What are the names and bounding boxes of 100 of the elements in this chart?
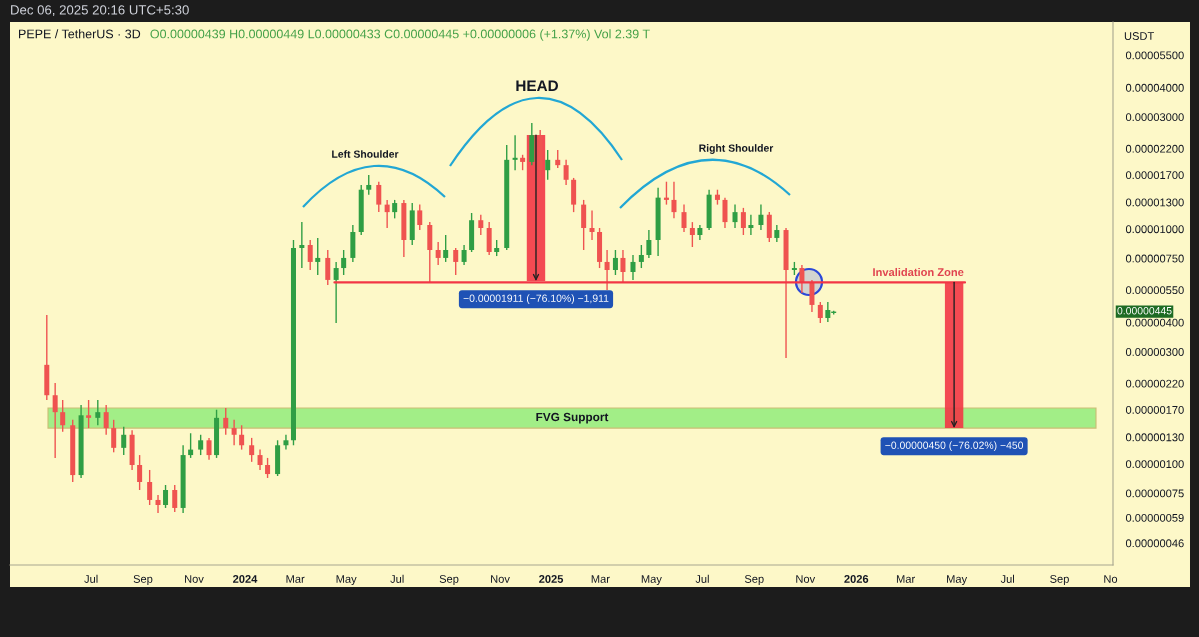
candlestick (512, 134, 518, 171)
candlestick (111, 419, 117, 453)
candlestick (299, 221, 305, 269)
x-tick-label: No (1104, 575, 1118, 583)
candlestick (231, 419, 237, 446)
candlestick (103, 404, 109, 436)
candlestick (671, 181, 677, 220)
candlestick (638, 244, 644, 269)
candlestick (766, 211, 772, 243)
text: 0.00000445 (1117, 307, 1172, 315)
candlestick (283, 434, 289, 451)
annotation: Invalidation Zone (873, 267, 964, 277)
candlestick (545, 149, 551, 181)
candlestick (52, 382, 58, 459)
x-tick-label: Sep (1050, 575, 1069, 586)
x-tick-label: Mar (286, 575, 305, 583)
y-tick-label: 0.00002200 (1125, 144, 1184, 153)
y-tick-label: 0.00001700 (1125, 171, 1184, 180)
y-tick-label: 0.00005500 (1125, 51, 1184, 60)
candlestick (817, 301, 823, 324)
data-label: −0.00000450 (−76.02%) −450 (885, 441, 1024, 451)
candlestick (435, 241, 441, 266)
x-tick-label: Sep (133, 575, 153, 586)
candlestick (86, 399, 92, 429)
candlestick (461, 244, 467, 266)
candlestick (799, 264, 805, 294)
x-tick-label: Jul (84, 574, 98, 583)
band-label: FVG Support (536, 412, 609, 424)
candlestick (188, 432, 194, 459)
candlestick (307, 239, 313, 271)
candlestick (163, 484, 169, 509)
candlestick (758, 203, 764, 231)
text: O0.00000439 H0.00000449 L0.00000433 C0.00000445 +0.00000006 (+1.37%) Vol 2.39 T (150, 29, 650, 41)
candlestick (325, 249, 331, 286)
y-tick-label: 0.00003000 (1125, 113, 1184, 122)
x-tick-label: Nov (796, 575, 816, 583)
candlestick (198, 434, 204, 456)
candlestick (155, 494, 161, 514)
x-tick-label: Nov (491, 575, 510, 583)
x-tick-label: Jul (390, 574, 404, 583)
x-tick-label: 2025 (539, 575, 564, 583)
candlestick (740, 207, 746, 236)
candlestick (722, 196, 728, 229)
candlestick (563, 159, 569, 186)
candlestick (265, 457, 271, 479)
x-tick-label: Sep (439, 575, 459, 586)
candlestick (384, 199, 390, 229)
candlestick (206, 437, 212, 461)
candlestick (172, 484, 178, 513)
candlestick (121, 425, 127, 456)
candlestick (392, 199, 398, 220)
y-tick-label: 0.00000170 (1125, 406, 1184, 414)
candlestick (453, 247, 459, 276)
candlestick (646, 229, 652, 259)
y-tick-label: 0.00001000 (1125, 225, 1184, 234)
candlestick (417, 203, 423, 231)
y-tick-label: 0.00000075 (1125, 489, 1184, 498)
y-axis-title: USDT (1124, 32, 1154, 40)
y-tick-label: 0.00000100 (1125, 460, 1184, 468)
candlestick (147, 469, 153, 506)
annotation: Left Shoulder (332, 150, 399, 158)
candlestick (589, 209, 595, 241)
chart-title: PEPE / TetherUS · 3D (19, 29, 141, 39)
x-tick-label: Jul (1000, 574, 1014, 583)
y-tick-label: 0.00004000 (1125, 83, 1184, 92)
candlestick (630, 254, 636, 281)
y-tick-label: 0.00000059 (1125, 513, 1184, 522)
x-tick-label: Sep (744, 575, 764, 586)
x-tick-label: Nov (185, 575, 204, 583)
candlestick (581, 199, 587, 251)
x-tick-label: May (641, 575, 662, 586)
y-tick-label: 0.00000300 (1125, 348, 1184, 356)
candlestick (341, 249, 347, 276)
y-tick-label: 0.00000130 (1125, 433, 1184, 442)
y-tick-label: 0.00000220 (1125, 379, 1184, 388)
candlestick (315, 237, 321, 276)
candlestick (443, 234, 449, 263)
y-tick-label: 0.00001300 (1125, 198, 1184, 207)
annotation: Right Shoulder (699, 144, 774, 154)
y-tick-label: 0.00000046 (1125, 539, 1184, 548)
candlestick (732, 203, 738, 229)
candlestick (95, 399, 101, 426)
x-tick-label: May (947, 575, 968, 586)
candlestick (257, 448, 263, 471)
y-tick-label: 0.00000750 (1125, 254, 1184, 263)
candlestick (809, 279, 815, 313)
y-tick-label: 0.00000400 (1125, 318, 1184, 327)
candlestick (620, 249, 626, 283)
x-tick-label: 2026 (844, 575, 869, 583)
candlestick (249, 437, 255, 463)
y-tick-label: 0.00000550 (1125, 286, 1184, 295)
candlestick (239, 424, 245, 451)
data-label: −0.00001911 (−76.10%) −1,911 (463, 294, 609, 305)
candlestick (663, 181, 669, 206)
candlestick (376, 181, 382, 213)
candlestick (223, 407, 229, 436)
candlestick (748, 214, 754, 236)
text: Dec 06, 2025 20:16 UTC+5:30 (11, 5, 189, 17)
annotation: HEAD (516, 80, 558, 91)
candlestick (604, 249, 610, 291)
